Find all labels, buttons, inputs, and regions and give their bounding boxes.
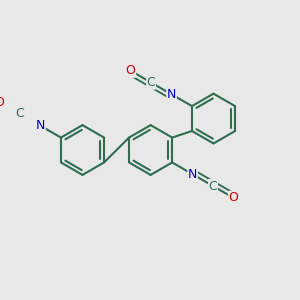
Text: C: C (147, 76, 155, 89)
Text: O: O (229, 191, 238, 204)
Text: N: N (36, 119, 45, 132)
Text: N: N (167, 88, 176, 101)
Text: C: C (16, 107, 24, 121)
Text: O: O (126, 64, 136, 77)
Text: N: N (188, 168, 197, 181)
Text: C: C (209, 179, 218, 193)
Text: O: O (0, 96, 4, 109)
